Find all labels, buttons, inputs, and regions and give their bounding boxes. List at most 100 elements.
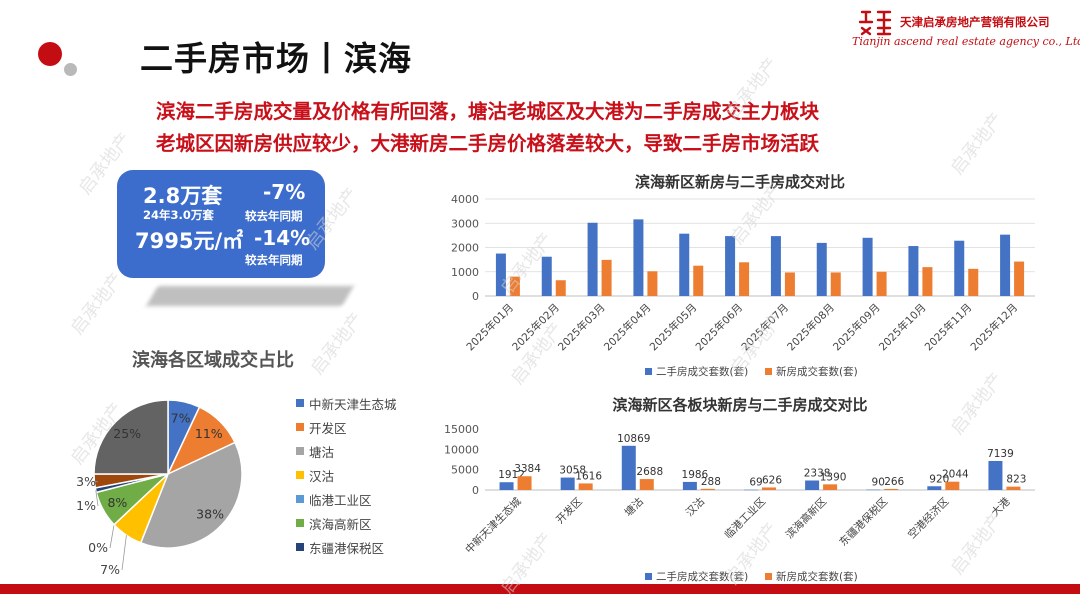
pie-leader-line: [109, 524, 115, 549]
y-tick-label: 0: [472, 484, 479, 497]
bar-new: [509, 276, 520, 296]
bar-resale: [725, 236, 736, 296]
y-tick-label: 10000: [444, 443, 479, 456]
pie-label: 38%: [196, 507, 224, 522]
bar-data-label: 1390: [820, 471, 847, 483]
pie-label: 25%: [113, 426, 141, 441]
kpi-price-value: 7995元/㎡: [135, 229, 244, 253]
bar-data-label: 69: [749, 477, 762, 489]
bar-data-label: 823: [1006, 474, 1026, 486]
legend-label: 新房成交套数(套): [776, 570, 858, 583]
bar-new: [517, 476, 532, 490]
bar-new: [830, 272, 841, 296]
legend-label: 临港工业区: [309, 493, 372, 508]
bar-resale: [927, 486, 942, 490]
pie-slice-8: [93, 399, 169, 475]
x-tick-label: 东疆港保税区: [837, 495, 891, 549]
kpi-volume-previous: 24年3.0万套: [143, 208, 214, 222]
bar-resale: [805, 480, 820, 490]
pie-label: 3%: [76, 474, 96, 489]
x-tick-label: 2025年07月: [739, 301, 791, 353]
bar-resale: [587, 222, 598, 296]
district-bar-chart-title: 滨海新区各板块新房与二手房成交对比: [612, 396, 868, 414]
bar-data-label: 920: [929, 473, 949, 485]
x-tick-label: 2025年12月: [968, 301, 1020, 353]
bar-resale: [682, 481, 697, 490]
bar-resale: [744, 489, 758, 491]
bar-resale: [541, 256, 552, 296]
bar-resale: [560, 477, 575, 490]
x-tick-label: 大港: [989, 495, 1013, 519]
bar-new: [1014, 261, 1025, 296]
bar-data-label: 1986: [682, 469, 709, 481]
bar-data-label: 2338: [804, 467, 831, 479]
x-tick-label: 2025年01月: [464, 301, 516, 353]
district-bar-chart: 05000100001500019123384中新天津生态城30581616开发…: [444, 423, 1035, 583]
bar-resale: [908, 246, 919, 296]
x-tick-label: 2025年02月: [509, 301, 561, 353]
y-tick-label: 15000: [444, 423, 479, 436]
bar-resale: [621, 445, 636, 490]
x-tick-label: 2025年11月: [922, 301, 974, 353]
bar-data-label: 7139: [987, 448, 1014, 460]
x-tick-label: 滨海高新区: [783, 495, 829, 541]
x-tick-label: 2025年06月: [693, 301, 745, 353]
y-tick-label: 1000: [451, 266, 479, 279]
company-name-en: Tianjin ascend real estate agency co., L…: [852, 35, 1080, 48]
headline-secondary: 老城区因新房供应较少，大港新房二手房价格落差较大，导致二手房市场活跃: [156, 132, 820, 155]
legend-label: 二手房成交套数(套): [656, 570, 748, 583]
bar-data-label: 3384: [514, 463, 541, 475]
pie-label: 11%: [195, 426, 223, 441]
watermark-text: 启承地产: [946, 109, 1008, 179]
bar-resale: [988, 460, 1003, 490]
bar-resale: [770, 236, 781, 296]
bar-data-label: 10869: [617, 433, 650, 445]
bar-resale: [499, 482, 514, 490]
monthly-bar-chart: 0 1000 2000 3000 4000 2025年01月2025年02月2025年03…: [451, 193, 1035, 378]
legend-swatch: [296, 471, 304, 479]
bar-data-label: 626: [762, 474, 782, 486]
bar-data-label: 1616: [575, 470, 602, 482]
bar-new: [639, 479, 654, 490]
kpi-volume-yoy-label: 较去年同期: [245, 209, 303, 223]
bar-data-label: 288: [701, 476, 721, 488]
legend-label: 中新天津生态城: [309, 397, 397, 412]
bar-new: [784, 272, 795, 296]
headline-primary: 滨海二手房成交量及价格有所回落，塘沽老城区及大港为二手房成交主力板块: [156, 100, 820, 123]
pie-leader-line: [121, 535, 127, 571]
legend-label: 新房成交套数(套): [776, 365, 858, 378]
legend-swatch: [645, 368, 652, 375]
bar-new: [601, 259, 612, 296]
legend-label: 滨海高新区: [309, 517, 372, 532]
decor-dot-gray: [64, 63, 77, 76]
bar-new: [1006, 486, 1021, 490]
legend-swatch: [296, 447, 304, 455]
bar-resale: [866, 489, 881, 491]
pie-leader-line: [95, 490, 99, 507]
kpi-box: 2.8万套 24年3.0万套 -7% 较去年同期 7995元/㎡ -14% 较去…: [117, 170, 325, 278]
legend-swatch: [645, 573, 652, 580]
legend-swatch: [765, 573, 772, 580]
y-tick-label: 5000: [451, 464, 479, 477]
pie-label: 7%: [171, 411, 191, 426]
bar-new: [693, 265, 704, 296]
legend-swatch: [296, 399, 304, 407]
x-tick-label: 2025年05月: [647, 301, 699, 353]
pie-label: 7%: [100, 562, 120, 577]
bar-new: [884, 488, 899, 490]
pie-label: 1%: [76, 498, 96, 513]
legend-label: 二手房成交套数(套): [656, 365, 748, 378]
bar-new: [823, 484, 838, 490]
bar-new: [876, 271, 887, 296]
legend-swatch: [765, 368, 772, 375]
pie-chart-title: 滨海各区域成交占比: [132, 350, 294, 371]
monthly-bar-chart-title: 滨海新区新房与二手房成交对比: [634, 173, 845, 191]
legend-swatch: [296, 495, 304, 503]
page-title: 二手房市场丨滨海: [140, 39, 412, 78]
y-tick-label: 2000: [451, 242, 479, 255]
company-logo-icon: [858, 10, 892, 36]
kpi-volume-yoy: -7%: [263, 180, 306, 204]
bar-resale: [816, 242, 827, 296]
bar-data-label: 90: [872, 477, 885, 489]
pie-leader-line: [94, 480, 99, 483]
